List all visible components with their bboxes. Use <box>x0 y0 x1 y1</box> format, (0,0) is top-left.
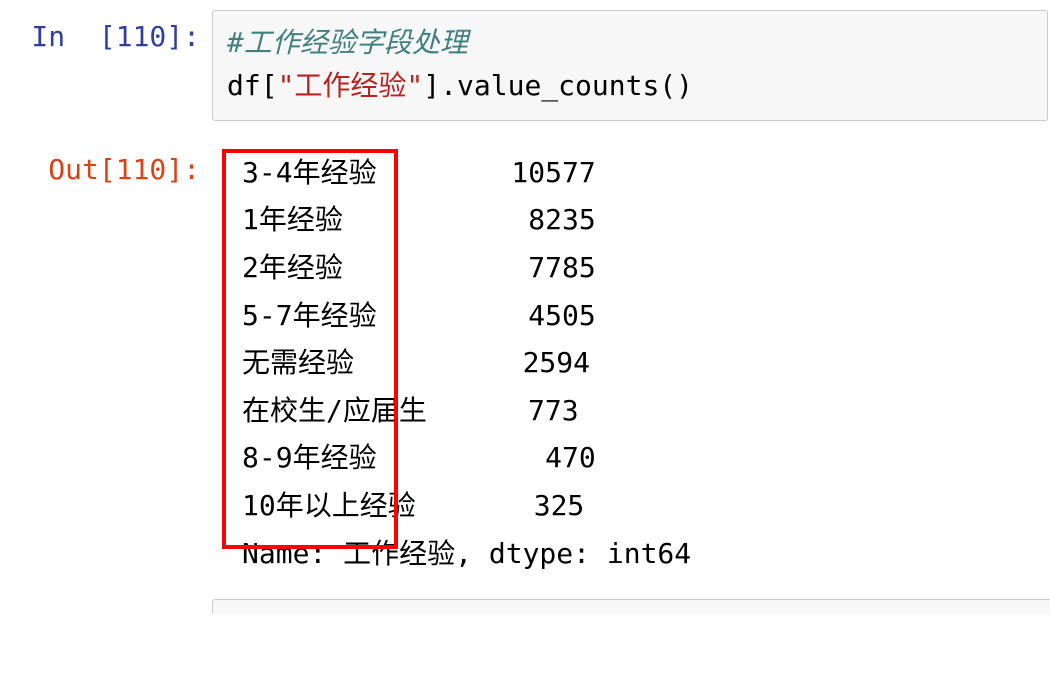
output-cell: Out[110]: 3-4年经验 10577 1年经验 8235 2年经验 77… <box>0 143 1050 577</box>
in-prompt: In [110]: <box>0 10 212 53</box>
input-cell: In [110]: #工作经验字段处理 df["工作经验"].value_cou… <box>0 10 1050 121</box>
next-input-hint[interactable] <box>212 599 1050 614</box>
code-line-2: df["工作经验"].value_counts() <box>227 64 1033 107</box>
code-line-1: #工作经验字段处理 <box>227 21 1033 64</box>
code-part-1: df[ <box>227 69 278 102</box>
notebook: In [110]: #工作经验字段处理 df["工作经验"].value_cou… <box>0 0 1050 614</box>
code-string: "工作经验" <box>278 69 424 102</box>
code-part-3: ].value_counts() <box>423 69 693 102</box>
output-area: 3-4年经验 10577 1年经验 8235 2年经验 7785 5-7年经验 … <box>212 143 1050 577</box>
code-input-area[interactable]: #工作经验字段处理 df["工作经验"].value_counts() <box>212 10 1048 121</box>
out-prompt: Out[110]: <box>0 143 212 186</box>
comment-text: #工作经验字段处理 <box>227 26 468 59</box>
